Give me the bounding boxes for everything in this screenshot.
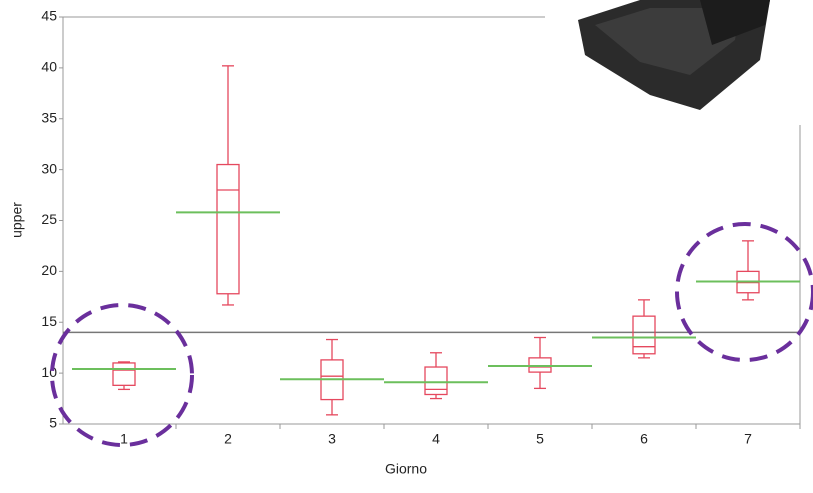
x-tick-label: 3 <box>328 431 336 447</box>
y-tick-label: 45 <box>41 8 57 24</box>
x-tick-label: 6 <box>640 431 648 447</box>
highlight-circle <box>50 303 194 447</box>
box <box>528 357 552 373</box>
x-tick-label: 1 <box>120 431 128 447</box>
y-tick-label: 25 <box>41 211 57 227</box>
box <box>216 163 240 295</box>
highlight-circle <box>675 222 813 362</box>
y-tick-label: 15 <box>41 313 57 329</box>
x-tick-label: 7 <box>744 431 752 447</box>
y-tick-label: 10 <box>41 364 57 380</box>
y-tick-label: 5 <box>49 415 57 431</box>
x-axis-label: Giorno <box>385 461 427 477</box>
box <box>632 315 656 355</box>
box <box>112 362 136 386</box>
x-tick-label: 4 <box>432 431 440 447</box>
x-tick-label: 5 <box>536 431 544 447</box>
product-photo <box>578 0 770 110</box>
y-axis-label: upper <box>9 202 25 238</box>
y-tick-label: 40 <box>41 59 57 75</box>
y-tick-label: 35 <box>41 109 57 125</box>
x-tick-label: 2 <box>224 431 232 447</box>
box <box>424 366 448 396</box>
y-tick-label: 30 <box>41 160 57 176</box>
y-tick-label: 20 <box>41 262 57 278</box>
